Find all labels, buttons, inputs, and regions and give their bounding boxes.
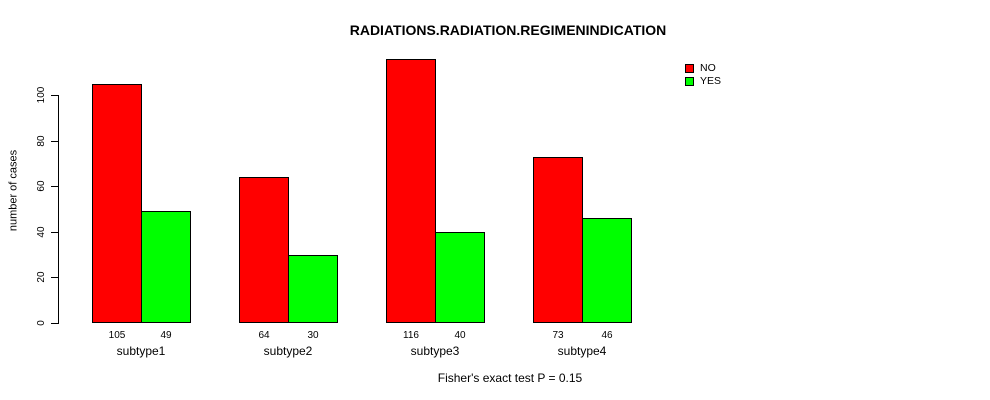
legend-label: NO <box>700 62 716 74</box>
y-axis-tick <box>51 141 58 142</box>
y-axis-tick <box>51 232 58 233</box>
bar-value-label: 46 <box>601 330 613 341</box>
bar-no <box>92 84 142 323</box>
bar-value-label: 40 <box>454 330 466 341</box>
legend-swatch-yes <box>685 77 694 86</box>
bar-yes <box>582 218 632 323</box>
x-category-label: subtype4 <box>557 344 607 358</box>
x-category-label: subtype2 <box>263 344 313 358</box>
chart-title: RADIATIONS.RADIATION.REGIMENINDICATION <box>349 22 667 38</box>
x-category-label: subtype1 <box>116 344 166 358</box>
legend: NO YES <box>685 63 721 89</box>
legend-item: YES <box>685 76 721 87</box>
bar-yes <box>435 232 485 323</box>
y-axis-tick-label: 100 <box>36 86 47 104</box>
bar-value-label: 105 <box>108 330 126 341</box>
y-axis-tick-label: 0 <box>36 320 47 326</box>
y-axis-tick-label: 40 <box>36 226 47 238</box>
y-axis-tick-label: 80 <box>36 135 47 147</box>
bar-value-label: 49 <box>160 330 172 341</box>
bar-value-label: 30 <box>307 330 319 341</box>
legend-swatch-no <box>685 64 694 73</box>
y-axis-tick <box>51 323 58 324</box>
bar-no <box>386 59 436 323</box>
y-axis-line <box>58 95 59 324</box>
bar-value-label: 116 <box>403 330 419 341</box>
bar-no <box>533 157 583 323</box>
caption: Fisher's exact test P = 0.15 <box>437 371 583 385</box>
bar-yes <box>141 211 191 323</box>
y-axis-tick-label: 20 <box>36 271 47 283</box>
y-axis-tick <box>51 277 58 278</box>
y-axis-tick-label: 60 <box>36 180 47 192</box>
bar-yes <box>288 255 338 323</box>
x-category-label: subtype3 <box>410 344 460 358</box>
legend-label: YES <box>700 75 722 87</box>
bar-value-label: 64 <box>258 330 270 341</box>
y-axis-tick <box>51 186 58 187</box>
bar-no <box>239 177 289 323</box>
y-axis-title: number of cases <box>7 149 20 232</box>
legend-item: NO <box>685 63 721 74</box>
bar-value-label: 73 <box>552 330 564 341</box>
y-axis-tick <box>51 95 58 96</box>
